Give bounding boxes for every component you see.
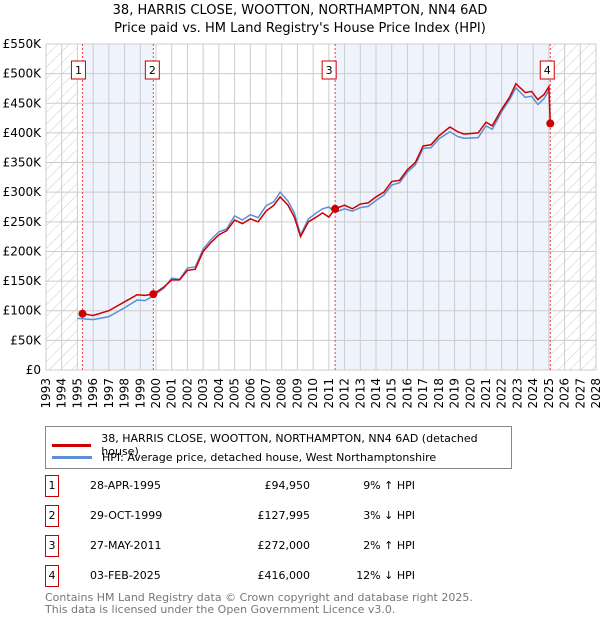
table-row: 4 03-FEB-2025 £416,000 12% ↓ HPI (45, 565, 445, 587)
x-tick-label: 2005 (228, 378, 242, 409)
x-tick-label: 2025 (542, 378, 556, 409)
legend-swatch-red (52, 443, 92, 447)
x-tick-label: 2021 (479, 378, 493, 409)
legend-label: 38, HARRIS CLOSE, WOOTTON, NORTHAMPTON, … (101, 432, 478, 458)
footer-copyright: Contains HM Land Registry data © Crown c… (45, 591, 473, 604)
x-tick-label: 2008 (275, 378, 289, 409)
sale-point (149, 290, 158, 299)
x-tick-label: 1994 (55, 378, 69, 409)
sale-label: 2 (149, 64, 156, 77)
price-paid-line (82, 82, 552, 317)
sale-point (331, 204, 340, 213)
sale-label-box (70, 60, 86, 80)
x-tick-label: 2007 (259, 378, 273, 409)
price-chart: 1 2 3 4 1993 1994 1995 1996 1997 1998 1999 2000 2001… (3, 37, 600, 409)
x-tick-label: 2012 (338, 378, 352, 409)
x-tick-label: 2002 (180, 378, 194, 409)
sale-label-box (539, 60, 555, 80)
x-tick-label: 2011 (322, 378, 336, 409)
y-tick-label: £50K (10, 333, 42, 347)
sale-point (546, 119, 555, 128)
sale-date: 28-APR-1995 (90, 479, 162, 492)
sale-date: 29-OCT-1999 (90, 509, 163, 522)
x-tick-label: 1993 (39, 378, 53, 409)
y-tick-label: £400K (3, 126, 43, 140)
x-tick-label: 1998 (118, 378, 132, 409)
sale-period-band (335, 44, 551, 370)
footer: Contains HM Land Registry data © Crown c… (45, 592, 473, 616)
x-tick-label: 2020 (463, 378, 477, 409)
sale-price: £272,000 (257, 539, 311, 552)
x-tick-label: 2018 (432, 378, 446, 409)
y-tick-label: £300K (3, 185, 43, 199)
sale-label: 1 (75, 64, 82, 77)
x-tick-label: 2015 (385, 378, 399, 409)
x-tick-label: 2000 (149, 378, 163, 409)
x-tick-label: 2028 (589, 378, 600, 409)
table-row: 3 27-MAY-2011 £272,000 2% ↑ HPI (45, 535, 445, 557)
y-tick-label: £350K (3, 156, 43, 170)
x-tick-label: 1996 (86, 378, 100, 409)
x-tick-label: 2022 (495, 378, 509, 409)
x-tick-label: 2027 (573, 378, 587, 409)
table-row: 2 29-OCT-1999 £127,995 3% ↓ HPI (45, 505, 445, 527)
hpi-diff: 12% ↓ HPI (356, 569, 415, 582)
sale-price: £94,950 (264, 479, 311, 492)
sale-date: 27-MAY-2011 (90, 539, 162, 552)
legend-swatch-blue (52, 456, 92, 459)
sale-label: 3 (326, 64, 333, 77)
x-tick-label: 2003 (196, 378, 210, 409)
x-tick-label: 2026 (558, 378, 572, 409)
x-tick-label: 2019 (448, 378, 462, 409)
sale-price: £416,000 (257, 569, 311, 582)
sale-label: 4 (544, 64, 551, 77)
y-tick-label: £0 (26, 363, 41, 377)
x-tick-label: 1995 (70, 378, 84, 409)
x-tick-label: 2001 (165, 378, 179, 409)
y-tick-label: £150K (3, 274, 43, 288)
y-tick-label: £250K (3, 215, 43, 229)
sale-number-badge: 3 (45, 535, 59, 557)
legend-item-property: 38, HARRIS CLOSE, WOOTTON, NORTHAMPTON, … (52, 432, 511, 458)
x-tick-label: 1999 (133, 378, 147, 409)
y-tick-label: £500K (3, 67, 43, 81)
x-tick-label: 2009 (290, 378, 304, 409)
legend: 38, HARRIS CLOSE, WOOTTON, NORTHAMPTON, … (45, 426, 512, 469)
sale-number-badge: 2 (45, 505, 59, 527)
hpi-diff: 9% ↑ HPI (363, 479, 415, 492)
table-row: 1 28-APR-1995 £94,950 9% ↑ HPI (45, 475, 445, 497)
hpi-line (77, 86, 550, 321)
footer-licence: This data is licensed under the Open Gov… (45, 603, 396, 616)
sale-label-box (144, 60, 160, 80)
hpi-diff: 2% ↑ HPI (363, 539, 415, 552)
x-tick-label: 2010 (306, 378, 320, 409)
x-tick-label: 1997 (102, 378, 116, 409)
y-tick-label: £200K (3, 244, 43, 258)
hpi-diff: 3% ↓ HPI (363, 509, 415, 522)
legend-label: HPI: Average price, detached house, West… (102, 451, 437, 464)
x-tick-label: 2023 (510, 378, 524, 409)
sale-number-badge: 1 (45, 475, 59, 497)
x-tick-label: 2004 (212, 378, 226, 409)
y-tick-label: £550K (3, 37, 43, 51)
legend-item-hpi: HPI: Average price, detached house, West… (52, 451, 436, 464)
x-tick-label: 2016 (400, 378, 414, 409)
x-tick-label: 2006 (243, 378, 257, 409)
x-tick-label: 2017 (416, 378, 430, 409)
sale-number-badge: 4 (45, 565, 59, 587)
x-tick-label: 2013 (353, 378, 367, 409)
sale-point (78, 309, 87, 318)
sale-date: 03-FEB-2025 (90, 569, 161, 582)
y-tick-label: £450K (3, 96, 43, 110)
chart-title: 38, HARRIS CLOSE, WOOTTON, NORTHAMPTON, … (112, 3, 488, 18)
x-tick-label: 2024 (526, 378, 540, 409)
y-tick-label: £100K (3, 304, 43, 318)
no-data-hatch (550, 44, 596, 370)
chart-subtitle: Price paid vs. HM Land Registry's House … (114, 21, 486, 36)
sale-price: £127,995 (257, 509, 311, 522)
x-tick-label: 2014 (369, 378, 383, 409)
sale-label-box (321, 60, 337, 80)
